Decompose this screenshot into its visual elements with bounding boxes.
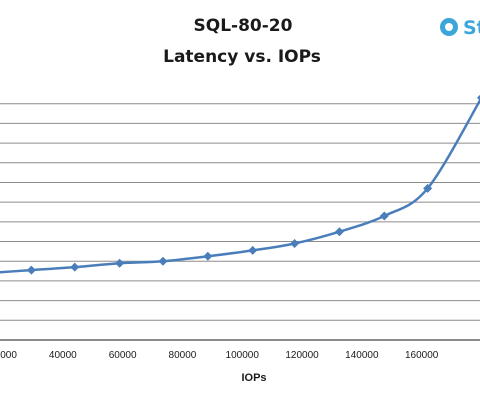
x-tick-label: 40000: [49, 350, 77, 361]
data-point-11: [423, 183, 433, 193]
x-tick-label: 20000: [0, 350, 17, 361]
data-point-7: [248, 245, 258, 255]
x-tick-label: 160000: [405, 350, 439, 361]
data-point-3: [70, 262, 80, 272]
x-axis-title: IOPs: [241, 372, 266, 384]
data-point-4: [115, 258, 125, 268]
data-point-6: [203, 251, 213, 261]
chart-subtitle: Latency vs. IOPs: [163, 47, 321, 67]
logo-badge-inner-icon: [445, 23, 453, 31]
series-layer: [0, 94, 480, 275]
series-line: [0, 97, 480, 274]
x-axis: 20000 40000 60000 80000 100000 120000 140000 16…: [0, 339, 480, 361]
x-tick-label: 140000: [345, 350, 379, 361]
data-point-10: [379, 211, 389, 221]
data-point-8: [290, 239, 300, 249]
x-tick-label: 100000: [226, 350, 260, 361]
chart-title: SQL-80-20: [194, 16, 293, 36]
x-tick-label: 80000: [169, 350, 197, 361]
logo-text: St: [463, 17, 480, 39]
gridlines: [0, 103, 480, 321]
x-tick-label: 60000: [109, 350, 137, 361]
data-point-5: [158, 256, 168, 266]
x-tick-label: 120000: [285, 350, 319, 361]
data-point-9: [334, 227, 344, 237]
brand-logo: St: [440, 17, 480, 39]
data-point-12: [476, 94, 480, 101]
data-point-2: [26, 265, 36, 275]
